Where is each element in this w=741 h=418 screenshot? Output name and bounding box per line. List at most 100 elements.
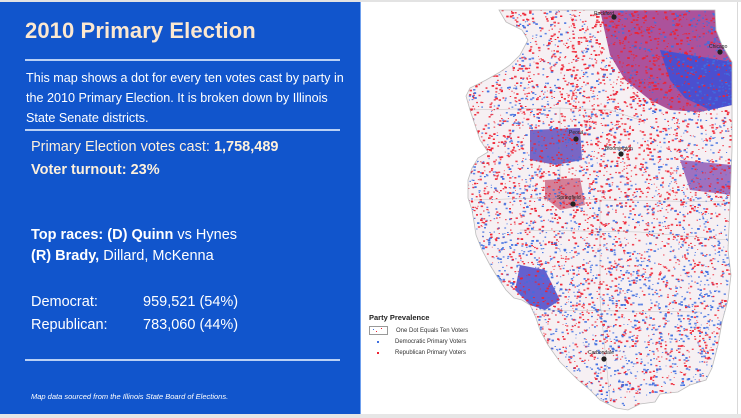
- voter-dot: [522, 165, 525, 167]
- voter-dot: [611, 184, 613, 186]
- voter-dot: [707, 314, 710, 316]
- voter-dot: [488, 146, 491, 148]
- voter-dot: [520, 216, 523, 218]
- voter-dot: [686, 275, 688, 277]
- voter-dot: [652, 334, 654, 335]
- voter-dot: [716, 327, 719, 329]
- voter-dot: [663, 317, 667, 320]
- voter-dot: [548, 242, 550, 244]
- voter-dot: [676, 151, 678, 153]
- voter-dot: [473, 217, 476, 219]
- voter-dot: [670, 372, 672, 373]
- voter-dot: [540, 248, 543, 250]
- voter-dot: [614, 42, 616, 43]
- voter-dot: [692, 259, 694, 261]
- voter-dot: [614, 125, 616, 126]
- voter-dot: [726, 111, 730, 114]
- voter-dot: [513, 249, 516, 251]
- voter-dot: [665, 91, 668, 94]
- voter-dot: [602, 304, 604, 306]
- voter-dot: [590, 41, 592, 43]
- voter-dot: [605, 25, 608, 27]
- voter-dot: [621, 334, 624, 336]
- voter-dot: [704, 341, 707, 344]
- voter-dot: [537, 73, 540, 75]
- voter-dot: [494, 238, 498, 240]
- voter-dot: [647, 344, 650, 346]
- voter-dot: [609, 10, 611, 11]
- voter-dot: [528, 58, 532, 61]
- voter-dot: [511, 149, 515, 151]
- voter-dot: [528, 87, 530, 89]
- voter-dot: [618, 171, 621, 174]
- voter-dot: [649, 98, 652, 100]
- voter-dot: [468, 95, 471, 97]
- voter-dot: [665, 320, 667, 321]
- voter-dot: [566, 302, 568, 303]
- voter-dot: [629, 119, 633, 121]
- voter-dot: [609, 385, 611, 387]
- voter-dot: [548, 124, 551, 126]
- voter-dot: [606, 36, 608, 38]
- voter-dot: [498, 74, 501, 76]
- voter-dot: [664, 94, 667, 96]
- voter-dot: [726, 60, 730, 62]
- voter-dot: [541, 328, 544, 330]
- voter-dot: [666, 97, 668, 99]
- voter-dot: [619, 388, 622, 391]
- voter-dot: [709, 140, 711, 142]
- voter-dot: [606, 328, 608, 330]
- voter-dot: [567, 134, 570, 136]
- voter-dot: [599, 260, 602, 262]
- voter-dot: [650, 299, 652, 301]
- voter-dot: [703, 264, 705, 266]
- voter-dot: [630, 33, 633, 35]
- voter-dot: [634, 399, 637, 401]
- voter-dot: [641, 131, 645, 133]
- voter-dot: [683, 345, 685, 347]
- voter-dot: [511, 10, 513, 12]
- voter-dot: [573, 115, 576, 117]
- voter-dot: [550, 26, 552, 27]
- voter-dot: [683, 330, 685, 332]
- voter-dot: [698, 114, 700, 116]
- voter-dot: [600, 30, 602, 32]
- voter-dot: [618, 258, 621, 261]
- voter-dot: [616, 185, 619, 188]
- source-note: Map data sourced from the Illinois State…: [31, 392, 229, 401]
- voter-dot: [724, 225, 726, 227]
- voter-dot: [691, 268, 694, 270]
- voter-dot: [648, 27, 651, 29]
- voter-dot: [490, 184, 492, 186]
- voter-dot: [636, 253, 639, 255]
- voter-dot: [669, 150, 671, 152]
- voter-dot: [536, 308, 538, 310]
- voter-dot: [519, 282, 521, 284]
- voter-dot: [521, 121, 524, 123]
- voter-dot: [695, 368, 698, 371]
- voter-dot: [683, 149, 686, 152]
- voter-dot: [700, 352, 703, 355]
- voter-dot: [712, 324, 716, 327]
- voter-dot: [570, 357, 573, 359]
- voter-dot: [729, 269, 731, 271]
- voter-dot: [581, 150, 585, 152]
- voter-dot: [727, 166, 729, 167]
- voter-dot: [512, 196, 515, 199]
- voter-dot: [630, 321, 632, 323]
- voter-dot: [696, 113, 698, 115]
- voter-dot: [715, 205, 718, 207]
- voter-dot: [533, 297, 535, 299]
- voter-dot: [585, 38, 588, 40]
- voter-dot: [681, 201, 684, 204]
- voter-dot: [556, 131, 559, 133]
- voter-dot: [648, 108, 651, 110]
- voter-dot: [570, 305, 572, 307]
- result-party: Democrat:: [31, 294, 98, 310]
- voter-dot: [675, 340, 678, 343]
- voter-dot: [525, 291, 528, 294]
- voter-dot: [528, 289, 530, 291]
- voter-dot: [703, 36, 705, 38]
- voter-dot: [504, 227, 507, 229]
- voter-dot: [650, 234, 654, 236]
